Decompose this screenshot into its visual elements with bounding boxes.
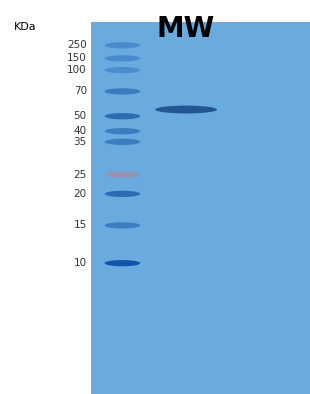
Ellipse shape [105,113,140,119]
Text: 35: 35 [73,137,87,147]
Ellipse shape [105,139,140,145]
Ellipse shape [105,88,140,95]
Text: 40: 40 [74,126,87,136]
Ellipse shape [105,128,140,134]
Text: 20: 20 [74,189,87,199]
Text: KDa: KDa [14,22,36,32]
Bar [91,22,310,394]
Ellipse shape [105,55,140,61]
Ellipse shape [105,42,140,48]
Text: 25: 25 [73,169,87,180]
Ellipse shape [155,106,217,113]
Ellipse shape [105,191,140,197]
Ellipse shape [105,260,140,266]
Ellipse shape [105,222,140,229]
Ellipse shape [105,171,140,178]
Text: MW: MW [157,15,215,43]
Text: 250: 250 [67,40,87,50]
Ellipse shape [105,67,140,73]
Text: 50: 50 [74,111,87,121]
Text: 150: 150 [67,53,87,63]
Text: 10: 10 [74,258,87,268]
Text: 15: 15 [73,220,87,230]
Text: 70: 70 [74,86,87,97]
Text: 100: 100 [67,65,87,75]
